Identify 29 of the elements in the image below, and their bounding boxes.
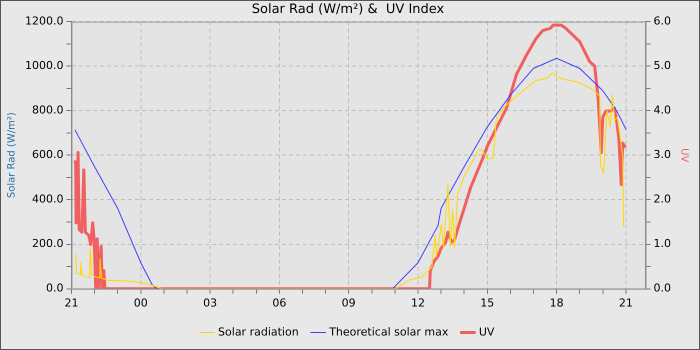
y-tick-label: 800.0 [32,104,64,117]
y-tick-label: 400.0 [32,192,64,206]
y2-tick-label: 2.0 [654,192,672,206]
y-tick-label: 200.0 [32,237,64,250]
y-tick-label: 1200.0 [24,14,64,28]
x-tick-label: 21 [64,296,78,310]
legend-label: Theoretical solar max [328,325,449,338]
y2-tick-label: 3.0 [654,148,672,162]
y-tick-label: 1000.0 [24,58,64,72]
chart-title: Solar Rad (W/m²) & UV Index [252,2,445,18]
x-tick-label: 00 [134,296,148,310]
x-tick-label: 06 [272,296,286,310]
y2-tick-label: 1.0 [654,237,672,250]
y2-tick-label: 0.0 [654,282,672,295]
y-axis-title: Solar Rad (W/m²) [6,112,18,198]
x-tick-label: 09 [342,296,356,310]
x-tick-label: 18 [550,296,564,310]
y-tick-label: 600.0 [32,148,64,162]
y2-tick-label: 5.0 [654,58,672,72]
legend-label: UV [478,325,495,338]
x-tick-label: 21 [618,296,633,310]
x-tick-label: 15 [480,296,494,310]
legend-label: Solar radiation [218,325,299,338]
x-tick-label: 03 [203,296,218,310]
y-tick-label: 0.0 [46,282,64,295]
y2-tick-label: 6.0 [654,14,672,28]
y2-tick-label: 4.0 [654,104,672,117]
x-tick-label: 12 [410,296,425,310]
y2-axis-title: UV [678,148,690,162]
